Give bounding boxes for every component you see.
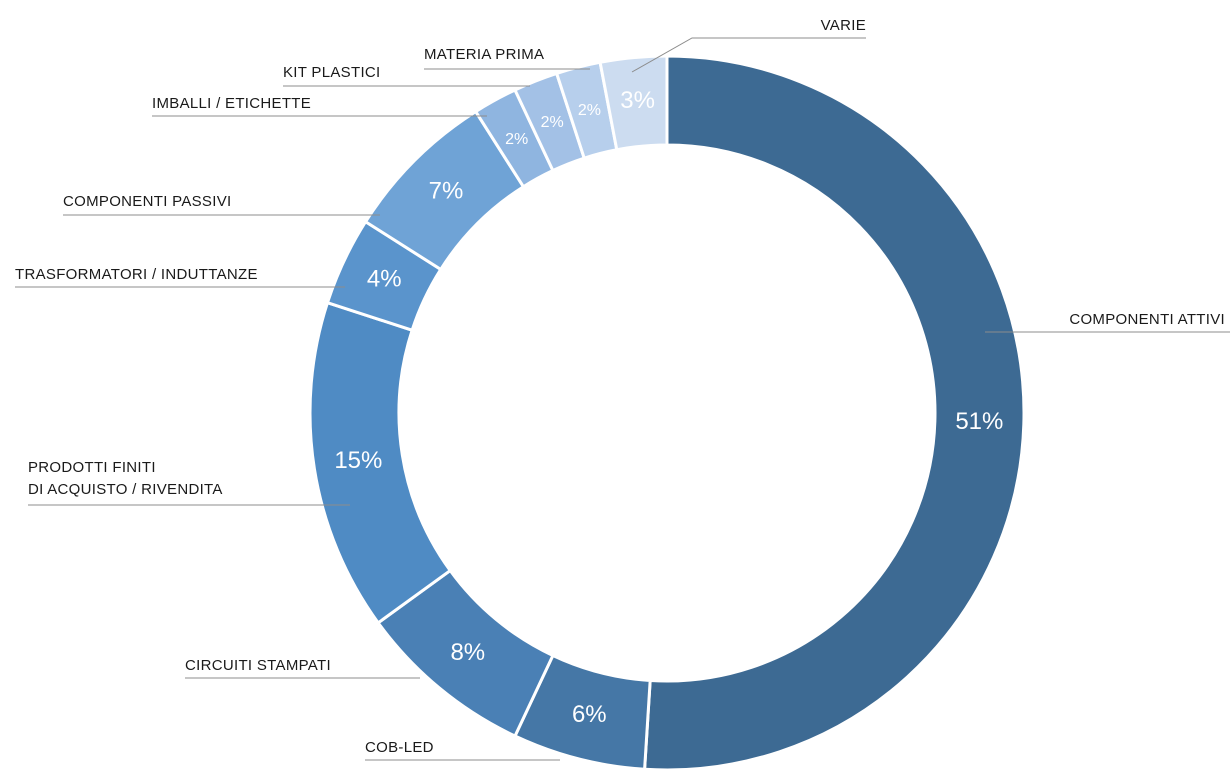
category-label: TRASFORMATORI / INDUTTANZE [15,266,258,283]
category-label: COMPONENTI ATTIVI [1069,311,1225,328]
value-label: 51% [955,408,1003,435]
value-label: 3% [620,87,655,114]
category-label: KIT PLASTICI [283,64,381,81]
value-label: 2% [541,114,564,131]
category-label: CIRCUITI STAMPATI [185,657,331,674]
value-label: 6% [572,701,607,728]
value-label: 7% [429,177,464,204]
value-label: 4% [367,265,402,292]
category-label: COMPONENTI PASSIVI [63,193,231,210]
donut-slice [643,54,1026,770]
donut-slice [598,54,669,152]
category-label: VARIE [821,17,866,34]
category-label: MATERIA PRIMA [424,46,544,63]
value-label: 2% [505,131,528,148]
category-label: COB-LED [365,739,434,756]
value-label: 8% [450,639,485,666]
leader-line [631,37,866,73]
value-label: 2% [578,102,601,119]
value-label: 15% [334,447,382,474]
category-label: PRODOTTI FINITI DI ACQUISTO / RIVENDITA [28,459,223,498]
category-label: IMBALLI / ETICHETTE [152,95,311,112]
